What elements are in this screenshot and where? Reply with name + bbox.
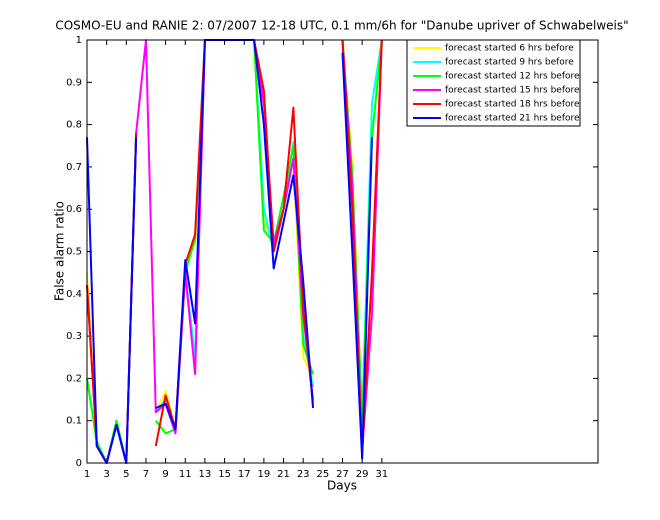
x-tick-label: 29	[356, 469, 369, 480]
x-tick-label: 21	[277, 469, 290, 480]
y-tick-label: 0.3	[66, 331, 82, 342]
x-tick-label: 23	[297, 469, 310, 480]
x-tick-label: 13	[199, 469, 212, 480]
y-tick-label: 0.4	[66, 289, 82, 300]
y-tick-label: 0.5	[66, 247, 82, 258]
series-line	[341, 52, 373, 460]
legend-label: forecast started 9 hrs before	[445, 58, 574, 68]
x-tick-label: 31	[375, 469, 388, 480]
chart-title: COSMO-EU and RANIE 2: 07/2007 12-18 UTC,…	[55, 19, 628, 33]
y-tick-label: 0.8	[66, 120, 82, 131]
y-tick-label: 0	[76, 458, 82, 469]
x-tick-label: 15	[218, 469, 231, 480]
x-tick-label: 25	[316, 469, 329, 480]
y-tick-label: 0.6	[66, 204, 82, 215]
legend-label: forecast started 18 hrs before	[445, 100, 580, 110]
x-axis-label: Days	[327, 479, 357, 493]
series-line	[86, 137, 138, 464]
axes-box	[86, 39, 599, 464]
x-tick-label: 9	[162, 469, 168, 480]
legend-box	[406, 39, 581, 127]
x-tick-label: 19	[258, 469, 271, 480]
legend-label: forecast started 12 hrs before	[445, 72, 580, 82]
x-tick-label: 7	[143, 469, 149, 480]
y-tick-label: 1	[76, 35, 82, 46]
y-tick-label: 0.7	[66, 162, 82, 173]
y-tick-label: 0.9	[66, 77, 82, 88]
x-tick-label: 5	[123, 469, 129, 480]
x-tick-label: 17	[238, 469, 251, 480]
x-tick-label: 27	[336, 469, 349, 480]
legend-label: forecast started 6 hrs before	[445, 44, 574, 54]
legend-label: forecast started 21 hrs before	[445, 114, 580, 124]
x-tick-label: 1	[84, 469, 90, 480]
y-tick-label: 0.2	[66, 373, 82, 384]
x-tick-label: 11	[179, 469, 192, 480]
y-tick-label: 0.1	[66, 416, 82, 427]
legend-label: forecast started 15 hrs before	[445, 86, 580, 96]
x-tick-label: 3	[103, 469, 109, 480]
y-axis-label: False alarm ratio	[53, 201, 67, 301]
